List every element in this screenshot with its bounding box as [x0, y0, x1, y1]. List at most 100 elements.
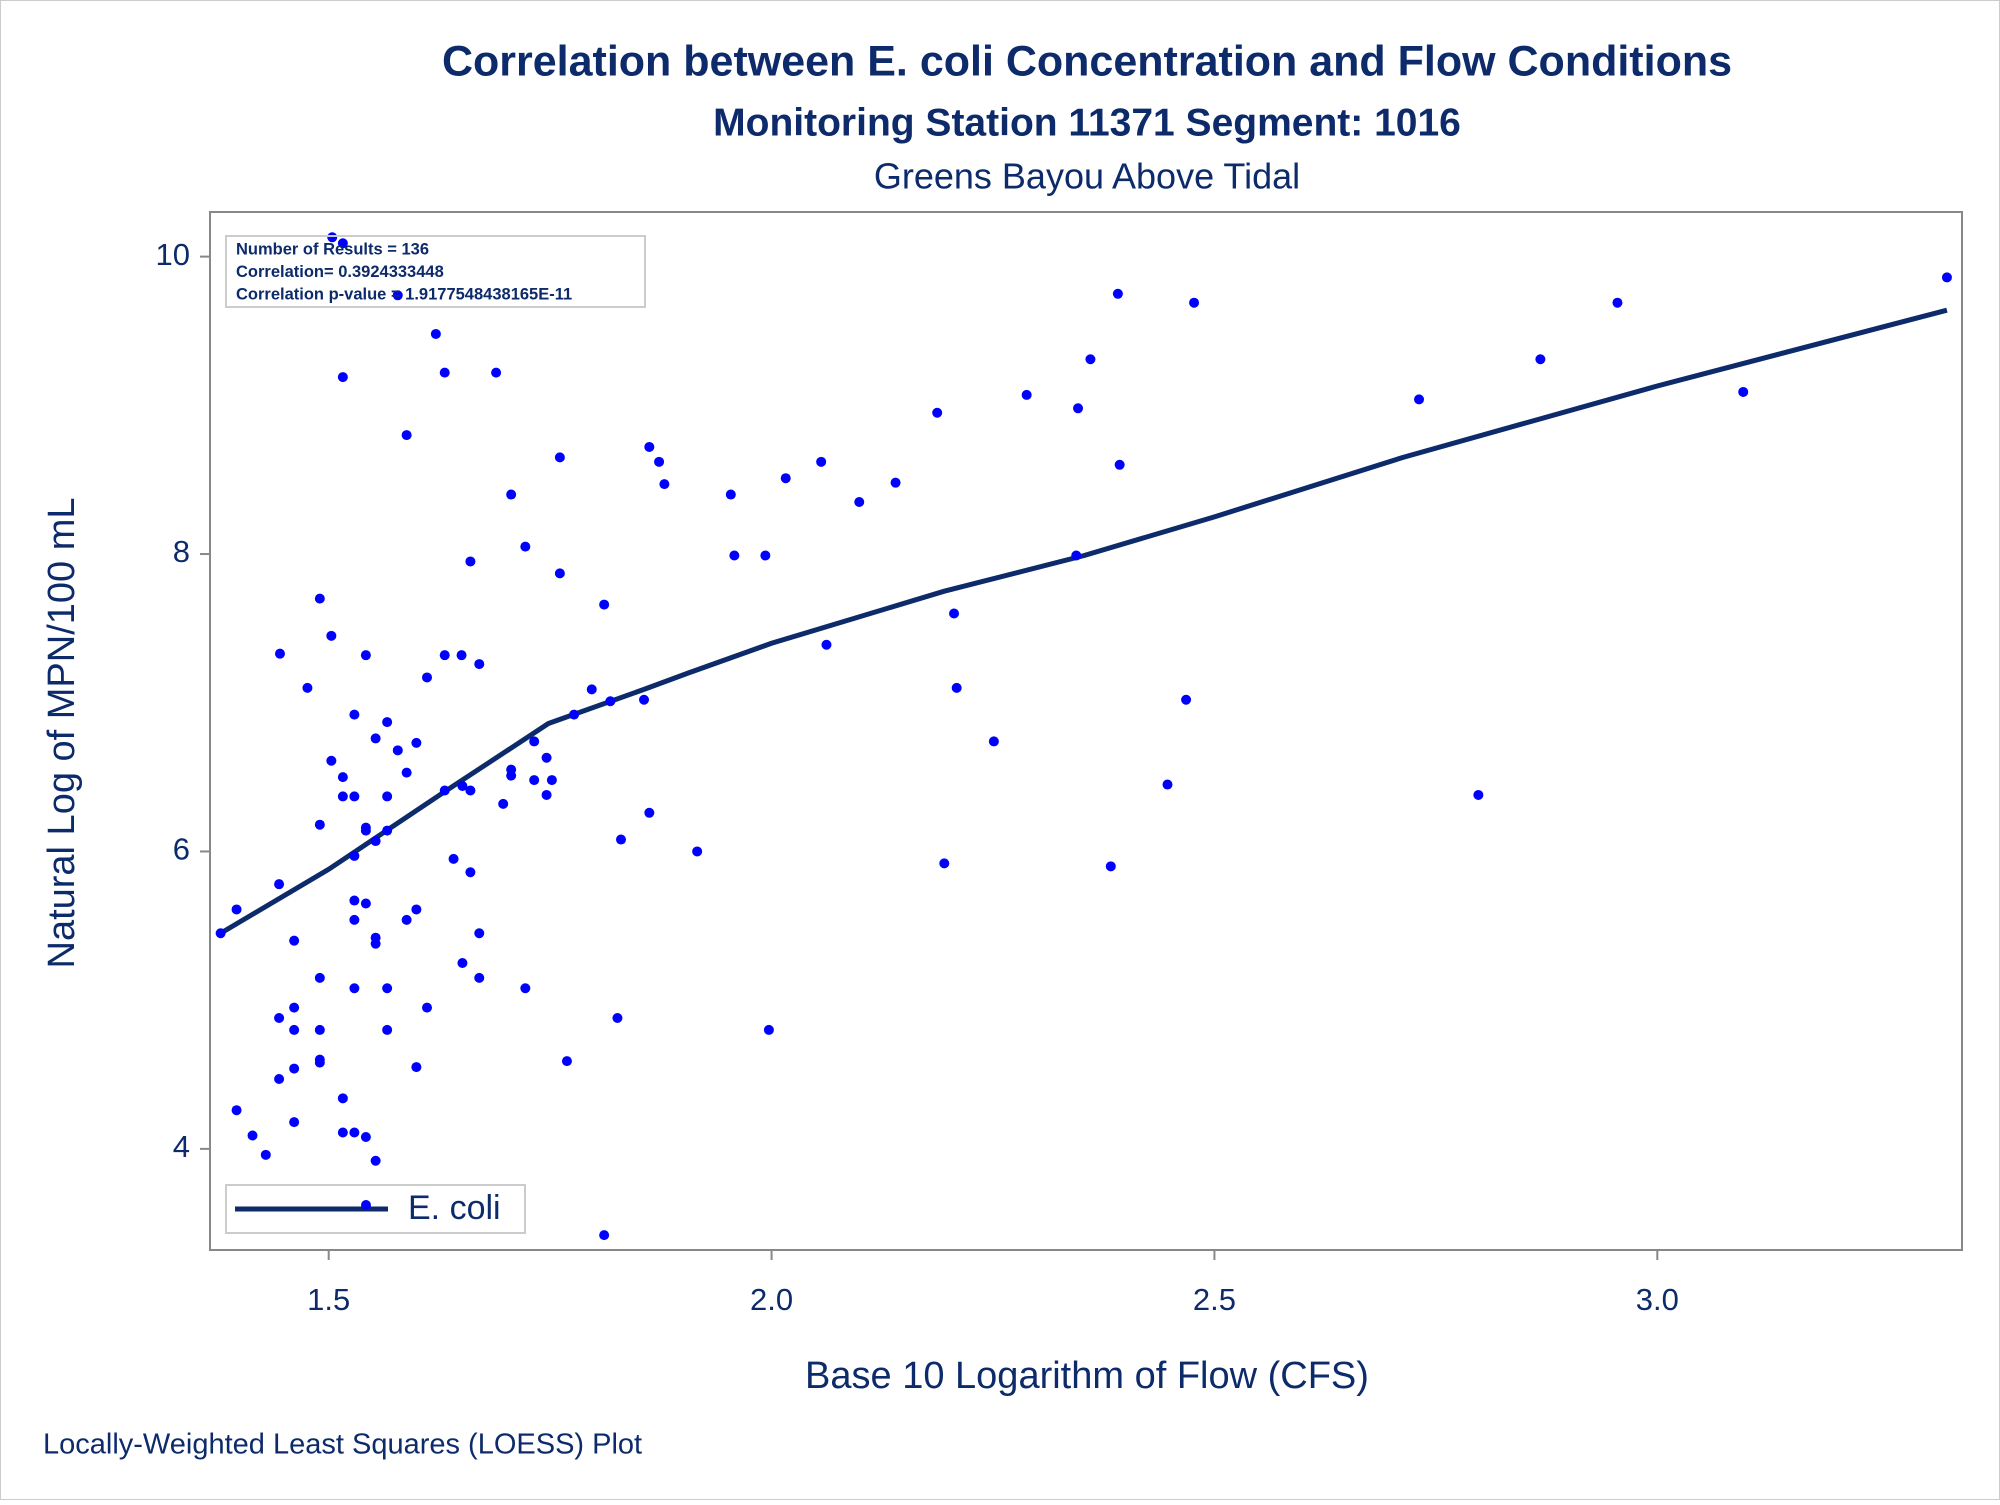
- data-point: [541, 752, 552, 763]
- stats-text: Correlation= 0.3924333448: [236, 263, 444, 281]
- data-point: [612, 1013, 623, 1024]
- data-point: [392, 745, 403, 756]
- data-point: [370, 733, 381, 744]
- chart-subtitle2: Greens Bayou Above Tidal: [874, 156, 1300, 197]
- data-point: [382, 717, 393, 728]
- data-point: [692, 846, 703, 857]
- data-point: [360, 825, 371, 836]
- y-tick-label: 8: [173, 534, 190, 569]
- data-point: [401, 430, 412, 441]
- data-point: [327, 232, 338, 243]
- data-point: [247, 1130, 258, 1141]
- data-point: [411, 904, 422, 915]
- y-axis-label: Natural Log of MPN/100 mL: [41, 497, 83, 968]
- data-point: [360, 650, 371, 661]
- data-point: [260, 1149, 271, 1160]
- data-point: [231, 904, 242, 915]
- data-point: [561, 1056, 572, 1067]
- data-point: [1114, 459, 1125, 470]
- data-point: [760, 550, 771, 561]
- data-point: [569, 709, 580, 720]
- data-point: [337, 1093, 348, 1104]
- data-point: [401, 914, 412, 925]
- data-point: [360, 1131, 371, 1142]
- stats-text: Correlation p-value = 1.9177548438165E-1…: [236, 285, 572, 303]
- x-tick-label: 3.0: [1636, 1282, 1679, 1317]
- data-point: [506, 770, 517, 781]
- data-point: [520, 983, 531, 994]
- data-point: [615, 834, 626, 845]
- data-point: [654, 456, 665, 467]
- data-point: [349, 1127, 360, 1138]
- data-point: [1189, 297, 1200, 308]
- data-point: [289, 1024, 300, 1035]
- data-point: [939, 858, 950, 869]
- data-point: [337, 772, 348, 783]
- data-point: [951, 682, 962, 693]
- data-point: [422, 1002, 433, 1013]
- legend-marker: [361, 1200, 371, 1210]
- data-point: [448, 853, 459, 864]
- data-point: [382, 825, 393, 836]
- data-point: [725, 489, 736, 500]
- data-point: [274, 648, 285, 659]
- data-point: [1021, 389, 1032, 400]
- data-point: [382, 983, 393, 994]
- chart-subtitle: Monitoring Station 11371 Segment: 1016: [713, 101, 1461, 144]
- stats-text: Number of Results = 136: [236, 240, 429, 258]
- data-point: [932, 407, 943, 418]
- data-point: [392, 290, 403, 301]
- data-point: [729, 550, 740, 561]
- data-point: [1181, 694, 1192, 705]
- legend-label: E. coli: [408, 1189, 501, 1227]
- data-point: [498, 798, 509, 809]
- data-point: [659, 479, 670, 490]
- data-point: [337, 791, 348, 802]
- y-tick-label: 6: [173, 832, 190, 867]
- data-point: [337, 372, 348, 383]
- data-point: [302, 682, 313, 693]
- data-point: [599, 1230, 610, 1241]
- data-point: [599, 599, 610, 610]
- data-point: [1738, 386, 1749, 397]
- data-point: [890, 477, 901, 488]
- data-point: [949, 608, 960, 619]
- data-point: [520, 541, 531, 552]
- data-point: [1473, 789, 1484, 800]
- data-point: [370, 836, 381, 847]
- data-point: [439, 785, 450, 796]
- data-point: [439, 367, 450, 378]
- data-point: [854, 496, 865, 507]
- data-point: [326, 755, 337, 766]
- data-point: [605, 696, 616, 707]
- footnote: Locally-Weighted Least Squares (LOESS) P…: [43, 1429, 642, 1461]
- data-point: [360, 898, 371, 909]
- data-point: [326, 630, 337, 641]
- data-point: [1073, 403, 1084, 414]
- data-point: [289, 1117, 300, 1128]
- data-point: [1105, 861, 1116, 872]
- data-point: [349, 709, 360, 720]
- data-point: [457, 957, 468, 968]
- data-point: [988, 736, 999, 747]
- data-point: [215, 928, 226, 939]
- data-point: [274, 1013, 285, 1024]
- data-point: [337, 1127, 348, 1138]
- data-point: [1941, 272, 1952, 283]
- data-point: [529, 736, 540, 747]
- data-point: [465, 556, 476, 567]
- plot-frame: [209, 211, 1963, 1251]
- chart-title: Correlation between E. coli Concentratio…: [442, 37, 1732, 85]
- data-point: [382, 1024, 393, 1035]
- data-point: [554, 452, 565, 463]
- data-point: [1535, 354, 1546, 365]
- data-point: [1414, 394, 1425, 405]
- data-point: [1612, 297, 1623, 308]
- data-point: [644, 807, 655, 818]
- data-point: [457, 781, 468, 792]
- x-axis-label: Base 10 Logarithm of Flow (CFS): [805, 1355, 1369, 1397]
- data-point: [456, 650, 467, 661]
- data-point: [546, 775, 557, 786]
